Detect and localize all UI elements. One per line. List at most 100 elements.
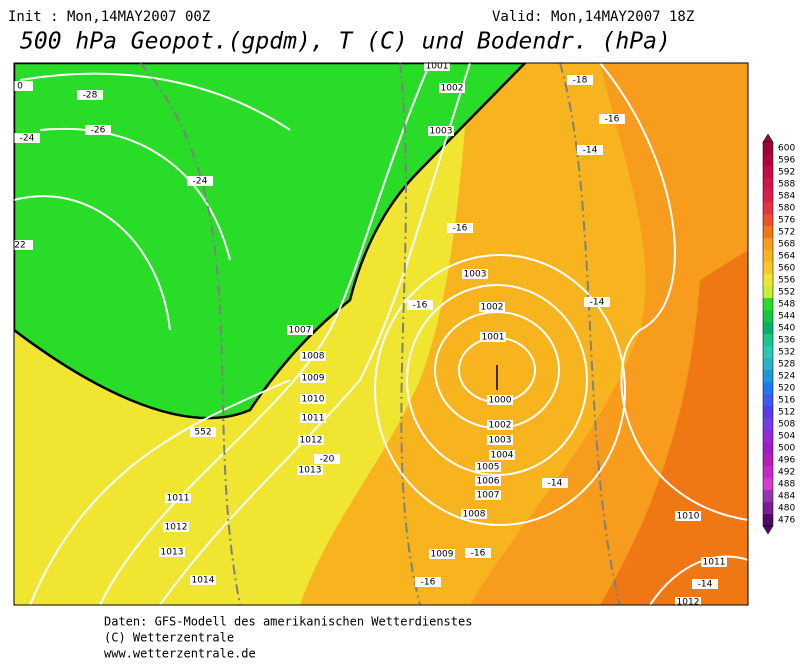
map-label: 1012 [165, 523, 188, 533]
legend-label: 540 [778, 324, 795, 334]
legend-swatch [763, 430, 773, 442]
label-bg [14, 240, 33, 250]
legend-label: 564 [778, 252, 795, 262]
legend-label: 516 [778, 396, 795, 406]
label-bg [577, 145, 603, 155]
init-time: Init : Mon,14MAY2007 00Z [8, 9, 210, 25]
map-label: 1003 [489, 436, 512, 446]
label-bg [159, 547, 185, 557]
label-bg [287, 325, 313, 335]
legend-label: 584 [778, 192, 795, 202]
map-label: -14 [548, 479, 563, 489]
legend-swatch [763, 190, 773, 202]
label-bg [475, 490, 501, 500]
field-572 [600, 250, 748, 605]
map-label: 1000 [489, 396, 512, 406]
legend-label: 476 [778, 516, 795, 526]
legend-swatch [763, 322, 773, 334]
map-label: 1012 [677, 598, 700, 608]
map-label: 1002 [481, 303, 504, 313]
legend-label: 528 [778, 360, 795, 370]
legend-swatch [763, 262, 773, 274]
legend-swatch [763, 514, 773, 526]
map-label: 1001 [426, 62, 449, 72]
label-bg [300, 413, 326, 423]
legend-bottom-tip [762, 525, 774, 535]
legend-swatch [763, 478, 773, 490]
label-bg [675, 511, 701, 521]
label-bg [487, 420, 513, 430]
label-bg [187, 176, 213, 186]
legend-swatch [763, 394, 773, 406]
map-label: 1009 [431, 550, 454, 560]
footer-line: www.wetterzentrale.de [104, 647, 256, 661]
label-bg [298, 435, 324, 445]
map-label: -20 [320, 455, 335, 465]
legend-swatch [763, 466, 773, 478]
legend-label: 500 [778, 444, 795, 454]
map-label: -24 [193, 177, 208, 187]
label-bg [14, 81, 33, 91]
legend-label: 592 [778, 168, 795, 178]
map-label: 1001 [482, 333, 505, 343]
label-bg [475, 476, 501, 486]
map-label: 1007 [477, 491, 500, 501]
legend-label: 484 [778, 492, 795, 502]
label-bg [439, 83, 465, 93]
legend-swatch [763, 406, 773, 418]
legend-swatch [763, 238, 773, 250]
footer-line: Daten: GFS-Modell des amerikanischen Wet… [104, 615, 472, 629]
legend-label: 504 [778, 432, 795, 442]
legend-frame [762, 141, 774, 527]
map-label: 1003 [430, 127, 453, 137]
map-label: -16 [421, 578, 436, 588]
label-bg [479, 302, 505, 312]
legend-swatch [763, 418, 773, 430]
legend-swatch [763, 178, 773, 190]
legend-label: 600 [778, 144, 795, 154]
label-bg [567, 75, 593, 85]
color-legend: 600 596 592 588 584 580 576 572 568 564 560 556 552 5… [762, 133, 795, 535]
dashed-contours [139, 63, 621, 605]
label-bg [675, 597, 701, 605]
map-label: 22 [14, 241, 25, 251]
label-bg [487, 435, 513, 445]
legend-swatch [763, 286, 773, 298]
map-label: 1013 [299, 466, 322, 476]
legend-swatch [763, 214, 773, 226]
legend-top-tip [762, 133, 774, 143]
legend-swatch [763, 370, 773, 382]
map-label: 1014 [192, 576, 215, 586]
label-bg [480, 332, 506, 342]
label-bg [424, 63, 450, 71]
map-label: 1011 [167, 494, 190, 504]
label-bg [542, 478, 568, 488]
label-bg [415, 577, 441, 587]
map-frame [13, 62, 749, 606]
legend-label: 536 [778, 336, 795, 346]
map-label: -18 [573, 76, 588, 86]
map-label: 1002 [441, 84, 464, 94]
legend-swatch [763, 346, 773, 358]
label-bg [461, 509, 487, 519]
legend-label: 548 [778, 300, 795, 310]
legend-label: 552 [778, 288, 795, 298]
label-bg [489, 450, 515, 460]
legend-label: 576 [778, 216, 795, 226]
legend-label: 512 [778, 408, 795, 418]
label-bg [465, 548, 491, 558]
map-label: -14 [698, 580, 713, 590]
legend-label: 480 [778, 504, 795, 514]
map-label: 1002 [489, 421, 512, 431]
legend-swatch [763, 142, 773, 154]
label-bg [701, 557, 727, 567]
label-bg [14, 133, 40, 143]
legend-swatch [763, 154, 773, 166]
legend-swatch [763, 502, 773, 514]
map-label: -14 [583, 146, 598, 156]
map-labels: 1001 1002 1003 -28 -26 -24 -24 22 -18 -16 -14 -16 10… [14, 62, 727, 608]
label-bg [297, 465, 323, 475]
legend-swatch [763, 298, 773, 310]
legend-label: 580 [778, 204, 795, 214]
